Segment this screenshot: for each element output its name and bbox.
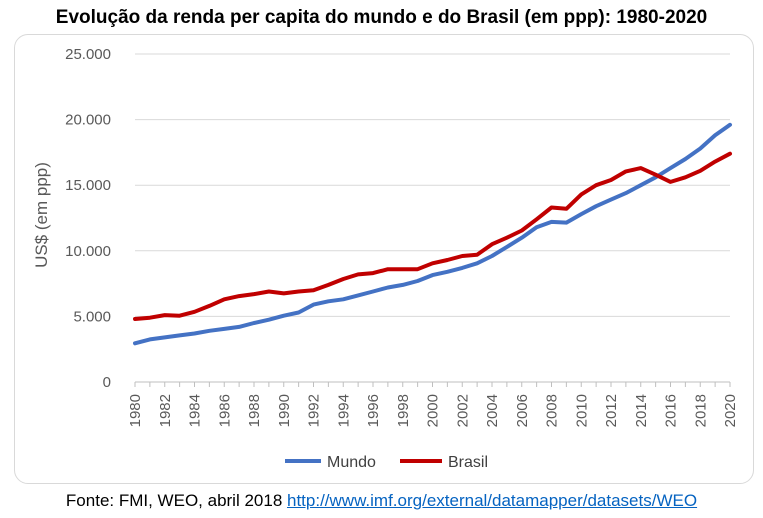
x-tick-label: 1998 [395, 394, 412, 427]
chart-title: Evolução da renda per capita do mundo e … [55, 7, 708, 28]
x-tick-label: 1980 [127, 394, 144, 427]
x-tick-label: 1986 [216, 394, 233, 427]
y-tick-label: 0 [103, 374, 111, 391]
line-chart: 0 5.000 10.000 15.000 20.000 25.000 1980 1982 19… [32, 46, 739, 471]
x-tick-label: 1982 [157, 394, 174, 427]
x-tick-label: 2010 [573, 394, 590, 427]
x-tick-label: 2016 [663, 394, 680, 427]
x-tick-label: 2008 [544, 394, 561, 427]
gridlines [135, 53, 730, 317]
x-tick-label: 1994 [335, 394, 352, 427]
x-tick-label: 2000 [425, 394, 442, 427]
x-tick-label: 2018 [692, 394, 709, 427]
x-tick-label: 2006 [514, 394, 531, 427]
x-tick-label: 2004 [484, 394, 501, 427]
y-tick-label: 5.000 [73, 308, 111, 325]
x-tick-label: 1984 [187, 394, 204, 427]
source-link[interactable]: http://www.imf.org/external/datamapper/d… [287, 491, 698, 510]
series-lines [133, 122, 732, 346]
y-tick-label: 20.000 [65, 112, 111, 129]
x-tick-label: 1996 [365, 394, 382, 427]
axes: 0 5.000 10.000 15.000 20.000 25.000 1980 1982 19… [65, 46, 739, 427]
legend: Mundo Brasil [285, 454, 488, 471]
x-tick-label: 2014 [633, 394, 650, 427]
x-tick-label: 1992 [306, 394, 323, 427]
legend-label-mundo: Mundo [327, 454, 376, 471]
source-note: Fonte: FMI, WEO, abril 2018 http://www.i… [0, 490, 763, 512]
series-line-mundo [133, 122, 732, 346]
source-text: Fonte: FMI, WEO, abril 2018 [65, 491, 287, 510]
y-tick-label: 10.000 [65, 243, 111, 260]
series-line-brasil [133, 151, 732, 321]
legend-label-brasil: Brasil [448, 454, 488, 471]
x-tick-label: 1990 [276, 394, 293, 427]
x-tick-label: 1988 [246, 394, 263, 427]
x-tick-label: 2002 [454, 394, 471, 427]
chart-frame [14, 34, 754, 484]
x-tick-label: 2020 [722, 394, 739, 427]
y-tick-label: 15.000 [65, 177, 111, 194]
y-tick-label: 25.000 [65, 46, 111, 63]
x-tick-label: 2012 [603, 394, 620, 427]
y-axis-title: US$ (em ppp) [32, 162, 51, 268]
